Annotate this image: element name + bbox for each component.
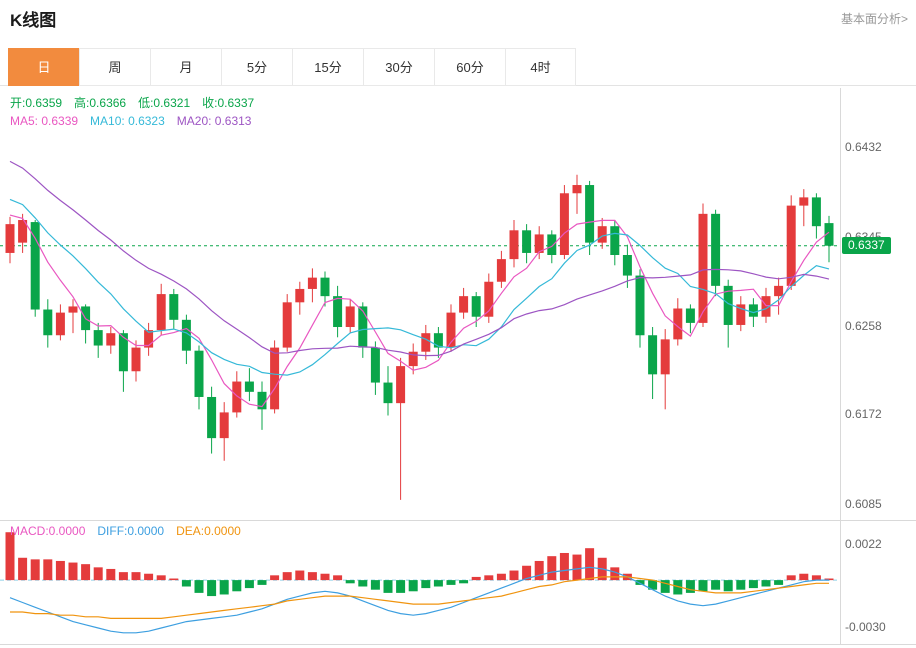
tab-30min[interactable]: 30分 <box>363 48 434 86</box>
price-axis-label: 0.6432 <box>845 140 882 154</box>
fundamental-analysis-link[interactable]: 基本面分析> <box>840 12 908 26</box>
close-value: 收:0.6337 <box>202 96 255 110</box>
ohlc-legend: 开:0.6359 高:0.6366 低:0.6321 收:0.6337 <box>10 94 254 111</box>
tab-5min[interactable]: 5分 <box>221 48 292 86</box>
price-axis-label: 0.6172 <box>845 407 882 422</box>
macd-axis-label: 0.0022 <box>845 537 882 551</box>
tab-day[interactable]: 日 <box>8 48 79 86</box>
diff-value: DIFF:0.0000 <box>97 524 165 538</box>
period-tabs: 日周月 5分 15分 30分 60分 4时 <box>8 48 576 86</box>
page-title: K线图 <box>10 11 57 30</box>
ma5-value: MA5: 0.6339 <box>10 114 79 128</box>
tab-month[interactable]: 月 <box>150 48 221 86</box>
low-value: 低:0.6321 <box>138 96 191 110</box>
dea-value: DEA:0.0000 <box>176 524 241 538</box>
macd-value: MACD:0.0000 <box>10 524 86 538</box>
tab-4hour[interactable]: 4时 <box>505 48 576 86</box>
ma20-value: MA20: 0.6313 <box>176 114 252 128</box>
current-price-badge: 0.6337 <box>842 236 891 254</box>
tab-60min[interactable]: 60分 <box>434 48 505 86</box>
price-axis-label: 0.6085 <box>845 497 882 511</box>
macd-legend: MACD:0.0000 DIFF:0.0000 DEA:0.0000 <box>10 524 241 538</box>
high-value: 高:0.6366 <box>74 96 127 110</box>
ma10-value: MA10: 0.6323 <box>90 114 165 128</box>
ma-legend: MA5: 0.6339 MA10: 0.6323 MA20: 0.6313 <box>10 114 251 128</box>
macd-axis-label: -0.0030 <box>845 620 886 634</box>
price-axis-label: 0.6258 <box>845 319 882 333</box>
period-tab-bar: 日周月 5分 15分 30分 60分 4时 <box>0 48 916 86</box>
open-value: 开:0.6359 <box>10 96 63 110</box>
kline-chart-canvas[interactable] <box>0 88 916 648</box>
tab-15min[interactable]: 15分 <box>292 48 363 86</box>
tab-week[interactable]: 周 <box>79 48 150 86</box>
